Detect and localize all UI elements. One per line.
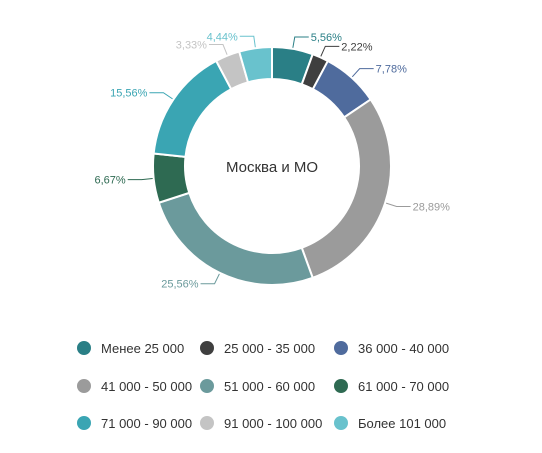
legend-label: 71 000 - 90 000 <box>101 415 193 431</box>
legend-label: 25 000 - 35 000 <box>224 340 316 356</box>
data-label-4: 28,89% <box>413 201 451 213</box>
legend-item-7[interactable]: 71 000 - 90 000 <box>77 413 192 433</box>
data-label-8: 3,33% <box>176 40 207 52</box>
leader-line-5 <box>200 273 220 285</box>
leader-line-1 <box>292 36 309 48</box>
leader-line-8 <box>208 44 228 55</box>
legend-marker <box>334 416 348 430</box>
leader-line-2 <box>320 45 340 57</box>
donut-slices <box>152 45 392 286</box>
data-label-6: 6,67% <box>95 175 126 187</box>
legend-marker <box>200 416 214 430</box>
leader-line-9 <box>239 35 256 48</box>
legend-label: 61 000 - 70 000 <box>358 378 450 394</box>
legend-item-2[interactable]: 25 000 - 35 000 <box>200 338 315 358</box>
leader-line-6 <box>127 178 153 181</box>
legend-marker <box>77 379 91 393</box>
donut-slice-5 <box>157 191 314 286</box>
data-label-5: 25,56% <box>161 279 199 291</box>
data-label-9: 4,44% <box>207 31 238 43</box>
data-label-1: 5,56% <box>311 32 342 44</box>
donut-slice-6 <box>152 152 191 205</box>
legend-item-5[interactable]: 51 000 - 60 000 <box>200 376 315 396</box>
donut-slice-9 <box>237 45 273 84</box>
legend-row-3: 71 000 - 90 000 91 000 - 100 000 Более 101… <box>0 413 542 433</box>
data-label-7: 15,56% <box>110 88 148 100</box>
legend-label: 51 000 - 60 000 <box>224 378 316 394</box>
legend-label: 91 000 - 100 000 <box>224 415 323 431</box>
leader-line-4 <box>385 202 411 207</box>
legend-item-6[interactable]: 61 000 - 70 000 <box>334 376 449 396</box>
donut-chart: 5,56%2,22% 7,78% 28,89% 25,56% 6,67% 15,56% 3,… <box>95 31 451 290</box>
legend-label: Более 101 000 <box>358 415 447 431</box>
chart-center-label: Москва и МО <box>226 159 318 176</box>
data-labels: 5,56%2,22% 7,78% 28,89% 25,56% 6,67% 15,56% 3,… <box>95 31 451 290</box>
legend-label: Менее 25 000 <box>101 340 185 356</box>
legend-marker <box>77 341 91 355</box>
legend-item-3[interactable]: 36 000 - 40 000 <box>334 338 449 358</box>
legend-row-2: 41 000 - 50 000 51 000 - 60 000 61 000 - 7… <box>0 376 542 396</box>
legend-marker <box>334 379 348 393</box>
donut-slice-4 <box>300 98 392 280</box>
data-label-2: 2,22% <box>341 41 372 53</box>
legend-marker <box>200 379 214 393</box>
legend-item-8[interactable]: 91 000 - 100 000 <box>200 413 322 433</box>
leader-line-7 <box>149 92 173 100</box>
legend-label: 41 000 - 50 000 <box>101 378 193 394</box>
leader-lines <box>127 35 411 285</box>
legend-row-1: Менее 25 000 25 000 - 35 000 36 000 - 40 0… <box>0 338 542 358</box>
leader-line-3 <box>351 68 374 78</box>
legend-marker <box>334 341 348 355</box>
legend-label: 36 000 - 40 000 <box>358 340 450 356</box>
data-label-3: 7,78% <box>376 64 407 76</box>
legend-marker <box>77 416 91 430</box>
legend-item-1[interactable]: Менее 25 000 <box>77 338 184 358</box>
donut-slice-7 <box>152 59 233 158</box>
legend-marker <box>200 341 214 355</box>
legend-item-9[interactable]: Более 101 000 <box>334 413 446 433</box>
legend-item-4[interactable]: 41 000 - 50 000 <box>77 376 192 396</box>
